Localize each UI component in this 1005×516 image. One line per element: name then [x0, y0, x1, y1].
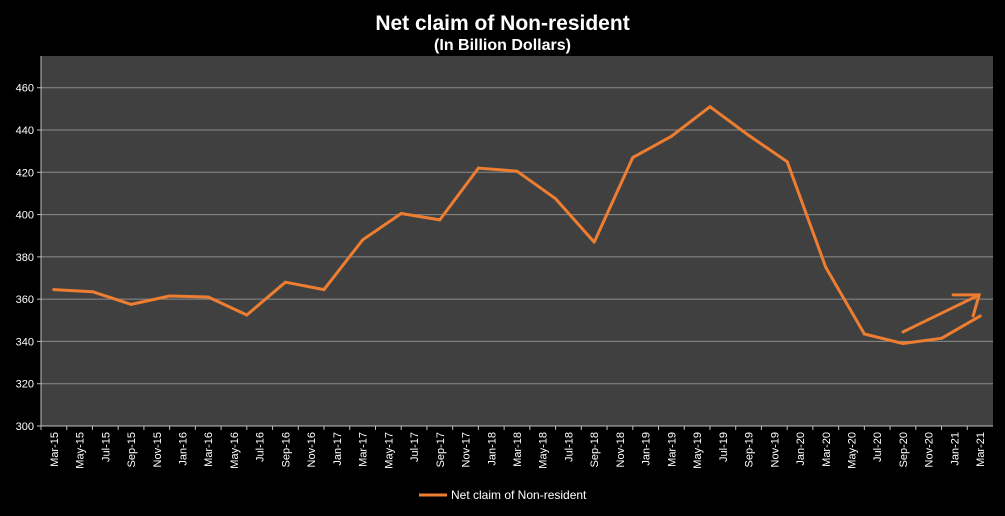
data-point: [862, 332, 866, 336]
data-point: [631, 155, 635, 159]
x-tick-label: Jan-21: [949, 432, 961, 466]
data-point: [322, 288, 326, 292]
data-point: [476, 166, 480, 170]
data-point: [901, 342, 905, 346]
data-point: [90, 290, 94, 294]
x-tick-label: May-16: [229, 432, 241, 469]
x-tick-label: Mar-18: [512, 432, 524, 467]
x-tick-label: May-17: [383, 432, 395, 469]
x-tick-label: Sep-19: [744, 432, 756, 467]
x-tick-label: Jul-15: [100, 432, 112, 462]
chart-title: Net claim of Non-resident: [375, 12, 630, 35]
data-point: [245, 313, 249, 317]
x-tick-label: May-19: [692, 432, 704, 469]
data-point: [438, 218, 442, 222]
x-tick-label: Sep-16: [280, 432, 292, 467]
data-point: [554, 197, 558, 201]
x-tick-label: Jan-20: [795, 432, 807, 466]
trend-arrow-head: [951, 293, 982, 318]
data-point: [399, 212, 403, 216]
x-tick-label: Mar-20: [821, 432, 833, 467]
plot-area: [41, 56, 993, 426]
y-tick-label: 360: [16, 294, 34, 306]
data-point: [283, 280, 287, 284]
x-tick-label: May-20: [846, 432, 858, 469]
x-tick-label: May-15: [75, 432, 87, 469]
x-tick-label: Jan-16: [178, 432, 190, 466]
x-tick-label: Mar-21: [975, 432, 987, 467]
x-tick-label: Mar-19: [666, 432, 678, 467]
y-tick-label: 400: [16, 210, 34, 222]
data-point: [940, 336, 944, 340]
y-tick-label: 460: [16, 83, 34, 95]
x-tick-label: Nov-20: [924, 432, 936, 467]
data-point: [592, 240, 596, 244]
y-tick-label: 440: [16, 125, 34, 137]
data-point: [206, 295, 210, 299]
x-tick-label: Mar-15: [49, 432, 61, 467]
x-tick-label: Sep-15: [126, 432, 138, 467]
x-tick-label: Jul-19: [718, 432, 730, 462]
x-tick-label: Jul-18: [563, 432, 575, 462]
x-tick-label: Sep-18: [589, 432, 601, 467]
data-point: [708, 105, 712, 109]
x-tick-label: Jan-18: [486, 432, 498, 466]
data-point: [52, 288, 56, 292]
data-point: [978, 314, 982, 318]
y-tick-label: 340: [16, 336, 34, 348]
x-tick-label: Jul-16: [255, 432, 267, 462]
y-tick-label: 320: [16, 379, 34, 391]
trend-arrow-shaft: [901, 293, 981, 334]
y-tick-label: 420: [16, 167, 34, 179]
x-tick-label: Sep-17: [435, 432, 447, 467]
x-tick-label: Nov-19: [769, 432, 781, 467]
x-tick-label: Mar-17: [358, 432, 370, 467]
x-tick-label: Nov-15: [152, 432, 164, 467]
data-point: [168, 294, 172, 298]
x-tick-label: Nov-17: [461, 432, 473, 467]
data-point: [747, 133, 751, 137]
x-tick-label: Jan-19: [641, 432, 653, 466]
data-point: [669, 134, 673, 138]
x-tick-label: May-18: [538, 432, 550, 469]
data-point: [129, 302, 133, 306]
data-point: [515, 169, 519, 173]
x-tick-label: Mar-16: [203, 432, 215, 467]
data-point: [785, 160, 789, 164]
x-tick-label: Jan-17: [332, 432, 344, 466]
x-tick-label: Jul-17: [409, 432, 421, 462]
chart-subtitle: (In Billion Dollars): [434, 37, 571, 54]
legend-label: Net claim of Non-resident: [451, 488, 587, 502]
data-point: [824, 265, 828, 269]
legend: Net claim of Non-resident: [419, 488, 587, 502]
x-tick-label: Jul-20: [872, 432, 884, 462]
x-tick-label: Nov-18: [615, 432, 627, 467]
x-tick-label: Nov-16: [306, 432, 318, 467]
x-tick-label: Sep-20: [898, 432, 910, 467]
y-tick-label: 300: [16, 421, 34, 433]
y-tick-label: 380: [16, 252, 34, 264]
data-point: [361, 238, 365, 242]
